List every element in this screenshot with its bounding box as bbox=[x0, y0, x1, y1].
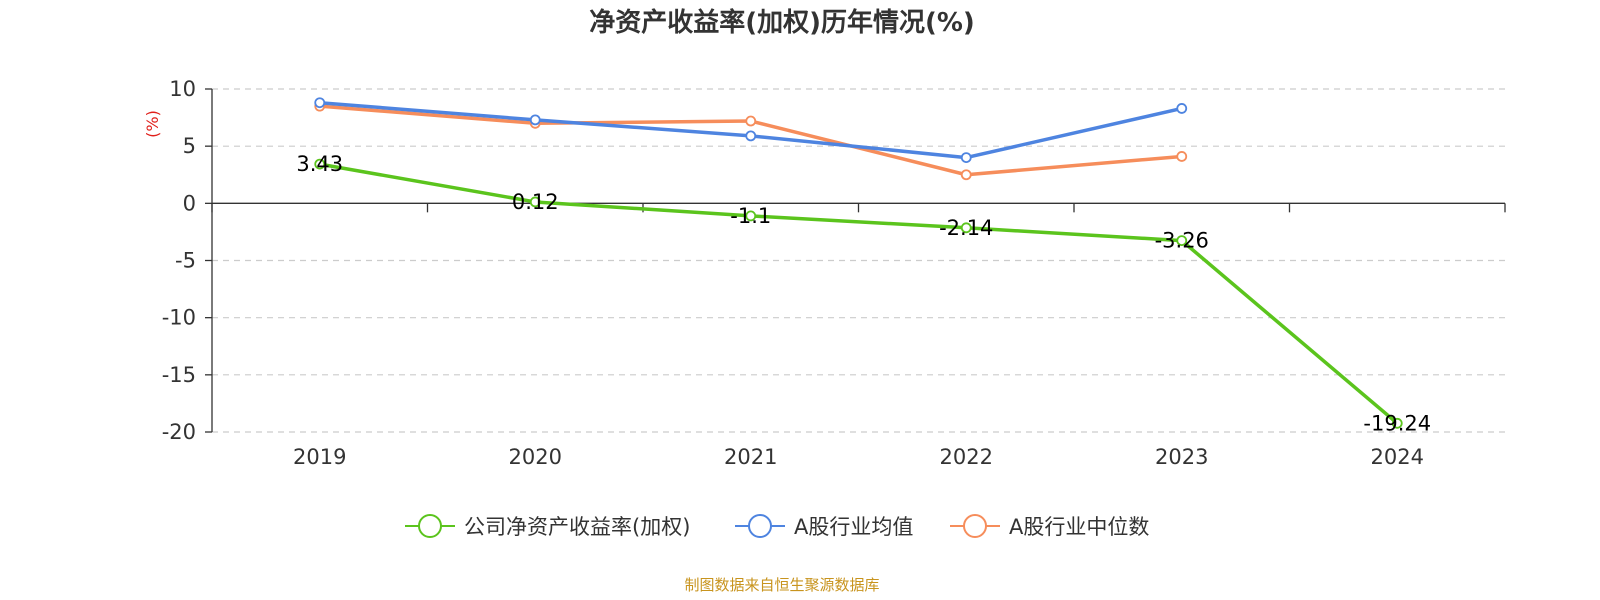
legend-label: A股行业中位数 bbox=[1009, 515, 1149, 539]
chart-title: 净资产收益率(加权)历年情况(%) bbox=[589, 7, 975, 38]
series-lines bbox=[314, 97, 1403, 429]
data-label: -2.14 bbox=[939, 216, 993, 240]
data-point[interactable] bbox=[745, 130, 757, 142]
y-axis-label: (%) bbox=[143, 110, 162, 138]
data-label: -1.1 bbox=[730, 204, 771, 228]
data-point[interactable] bbox=[529, 114, 541, 126]
axes: 10 5 0 -5 -10 -15 -20 2019 2020 2021 2022 2023 2024 bbox=[162, 77, 1506, 469]
legend-item[interactable]: 公司净资产收益率(加权) bbox=[405, 514, 690, 539]
data-point[interactable] bbox=[745, 115, 757, 127]
data-point[interactable] bbox=[314, 158, 326, 170]
data-point[interactable] bbox=[314, 97, 326, 109]
legend[interactable]: 公司净资产收益率(加权) A股行业均值 A股行业中位数 bbox=[405, 514, 1149, 539]
y-tick-label: 10 bbox=[169, 77, 196, 101]
data-label: -3.26 bbox=[1155, 229, 1209, 253]
y-tick-label: -20 bbox=[162, 420, 196, 444]
x-tick-label: 2019 bbox=[293, 445, 346, 469]
series-line bbox=[319, 162, 1399, 425]
series-line bbox=[319, 100, 1183, 160]
x-tick-label: 2022 bbox=[940, 445, 993, 469]
data-point[interactable] bbox=[1176, 103, 1188, 114]
data-label: 0.12 bbox=[512, 190, 559, 214]
data-point[interactable] bbox=[960, 169, 972, 181]
data-point[interactable] bbox=[960, 222, 972, 234]
y-tick-label: -10 bbox=[162, 306, 196, 330]
data-point[interactable] bbox=[529, 196, 541, 208]
y-tick-label: -15 bbox=[162, 363, 196, 387]
data-point[interactable] bbox=[960, 152, 972, 164]
data-label: -19.24 bbox=[1363, 411, 1431, 435]
data-labels: 3.43 0.12 -1.1 -2.14 -3.26 -19.24 bbox=[296, 152, 1431, 435]
x-tick-label: 2024 bbox=[1371, 445, 1424, 469]
y-tick-label: 5 bbox=[183, 134, 196, 158]
legend-label: 公司净资产收益率(加权) bbox=[464, 515, 690, 539]
x-tick-label: 2021 bbox=[724, 445, 777, 469]
x-tick-label: 2020 bbox=[509, 445, 562, 469]
legend-marker bbox=[748, 514, 772, 538]
source-note: 制图数据来自恒生聚源数据库 bbox=[684, 576, 879, 594]
legend-marker bbox=[963, 514, 987, 538]
y-tick-label: 0 bbox=[183, 191, 196, 215]
data-point[interactable] bbox=[1176, 151, 1188, 162]
gridlines bbox=[212, 88, 1505, 433]
data-point[interactable] bbox=[745, 210, 757, 222]
data-point[interactable] bbox=[1176, 235, 1188, 247]
x-tick-label: 2023 bbox=[1155, 445, 1208, 469]
legend-item[interactable]: A股行业均值 bbox=[735, 514, 913, 539]
legend-label: A股行业均值 bbox=[794, 515, 913, 539]
legend-item[interactable]: A股行业中位数 bbox=[950, 514, 1149, 539]
data-point[interactable] bbox=[1391, 417, 1403, 429]
data-label: 3.43 bbox=[296, 152, 343, 176]
y-tick-label: -5 bbox=[175, 249, 196, 273]
legend-marker bbox=[418, 514, 442, 538]
